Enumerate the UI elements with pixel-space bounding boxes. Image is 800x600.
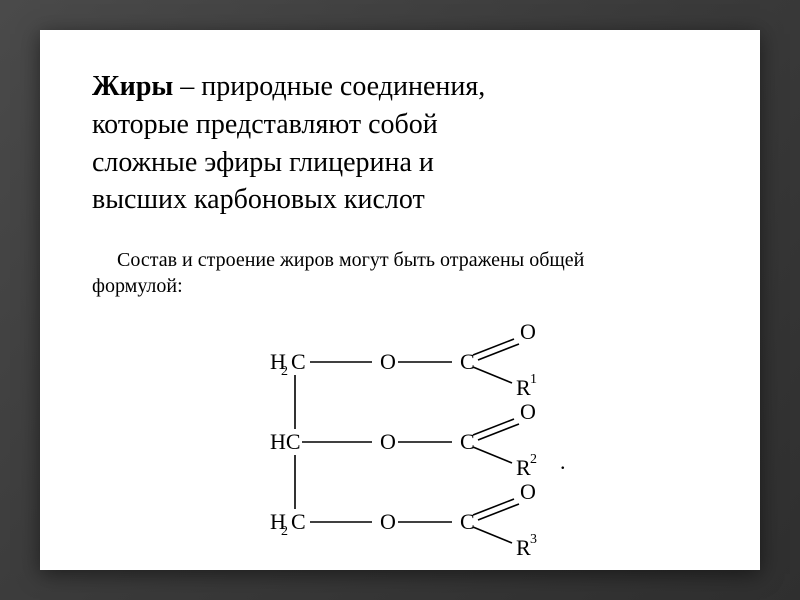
svg-text:2: 2 <box>530 452 537 467</box>
slide-card: Жиры – природные соединения, которые пре… <box>40 30 760 570</box>
title-rest-1: – природные соединения, <box>173 71 485 102</box>
caption-indent <box>92 249 117 271</box>
svg-text:2: 2 <box>281 364 288 379</box>
title-line-3: сложные эфиры глицерина и <box>92 147 434 178</box>
chemical-structure: H2COCOR1HCOCOR2H2COCOR3. <box>92 309 708 569</box>
svg-text:C: C <box>460 509 475 534</box>
svg-text:O: O <box>380 429 396 454</box>
svg-text:.: . <box>560 449 566 474</box>
svg-text:3: 3 <box>530 532 537 547</box>
svg-text:R: R <box>516 375 531 400</box>
term-bold: Жиры <box>92 71 173 102</box>
svg-text:O: O <box>520 479 536 504</box>
svg-text:C: C <box>291 509 306 534</box>
svg-text:O: O <box>380 509 396 534</box>
definition-text: Жиры – природные соединения, которые пре… <box>92 68 708 219</box>
svg-text:O: O <box>520 399 536 424</box>
svg-text:C: C <box>460 429 475 454</box>
svg-text:1: 1 <box>530 372 537 387</box>
svg-text:O: O <box>380 349 396 374</box>
formula-caption: Состав и строение жиров могут быть отраж… <box>92 247 708 299</box>
caption-line-2: формулой: <box>92 275 183 297</box>
svg-text:HC: HC <box>270 429 301 454</box>
chemical-svg: H2COCOR1HCOCOR2H2COCOR3. <box>210 309 590 569</box>
caption-line-1: Состав и строение жиров могут быть отраж… <box>117 249 584 271</box>
svg-text:2: 2 <box>281 524 288 539</box>
svg-text:C: C <box>460 349 475 374</box>
svg-text:C: C <box>291 349 306 374</box>
formula-area: Состав и строение жиров могут быть отраж… <box>92 247 708 569</box>
svg-text:R: R <box>516 535 531 560</box>
title-line-4: высших карбоновых кислот <box>92 184 425 215</box>
title-line-2: которые представляют собой <box>92 109 438 140</box>
svg-text:O: O <box>520 319 536 344</box>
svg-text:R: R <box>516 455 531 480</box>
